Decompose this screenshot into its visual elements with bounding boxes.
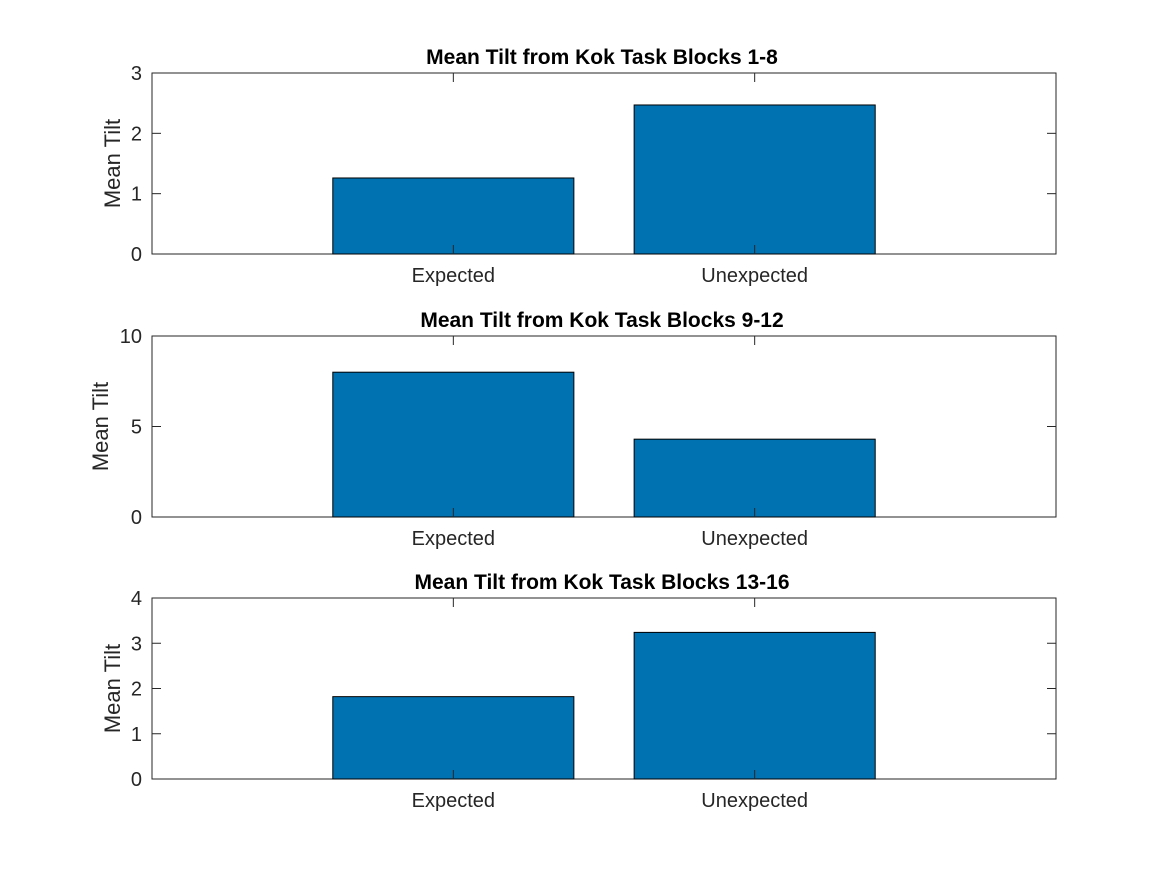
y-axis-label: Mean Tilt — [88, 382, 113, 471]
plot-area-3 — [151, 597, 1057, 780]
bar-unexpected — [633, 631, 876, 780]
y-tick-label: 4 — [131, 588, 142, 610]
y-tick-label: 0 — [131, 244, 142, 266]
y-tick-label: 3 — [131, 633, 142, 655]
y-tick-label: 1 — [131, 724, 142, 746]
y-tick-label: 2 — [131, 123, 142, 145]
bar-expected — [332, 371, 575, 518]
y-tick-label: 0 — [131, 507, 142, 529]
bar-unexpected — [633, 438, 876, 518]
x-tick-label: Unexpected — [701, 790, 808, 812]
chart-title: Mean Tilt from Kok Task Blocks 1-8 — [426, 46, 778, 69]
plot-area-2 — [151, 335, 1057, 518]
chart-title: Mean Tilt from Kok Task Blocks 9-12 — [420, 309, 783, 332]
y-tick-label: 3 — [131, 63, 142, 85]
x-tick-label: Unexpected — [701, 528, 808, 550]
y-axis-label: Mean Tilt — [100, 119, 125, 208]
bar-expected — [332, 177, 575, 255]
bar-expected — [332, 696, 575, 780]
y-tick-label: 10 — [120, 326, 142, 348]
x-tick-label: Expected — [412, 265, 495, 287]
y-axis-label: Mean Tilt — [100, 644, 125, 733]
y-tick-label: 1 — [131, 184, 142, 206]
y-tick-label: 2 — [131, 679, 142, 701]
x-tick-label: Expected — [412, 790, 495, 812]
x-tick-label: Unexpected — [701, 265, 808, 287]
x-tick-label: Expected — [412, 528, 495, 550]
chart-title: Mean Tilt from Kok Task Blocks 13-16 — [414, 571, 789, 594]
y-tick-label: 5 — [131, 417, 142, 439]
y-tick-label: 0 — [131, 769, 142, 791]
bar-unexpected — [633, 104, 876, 255]
plot-area-1 — [151, 72, 1057, 255]
